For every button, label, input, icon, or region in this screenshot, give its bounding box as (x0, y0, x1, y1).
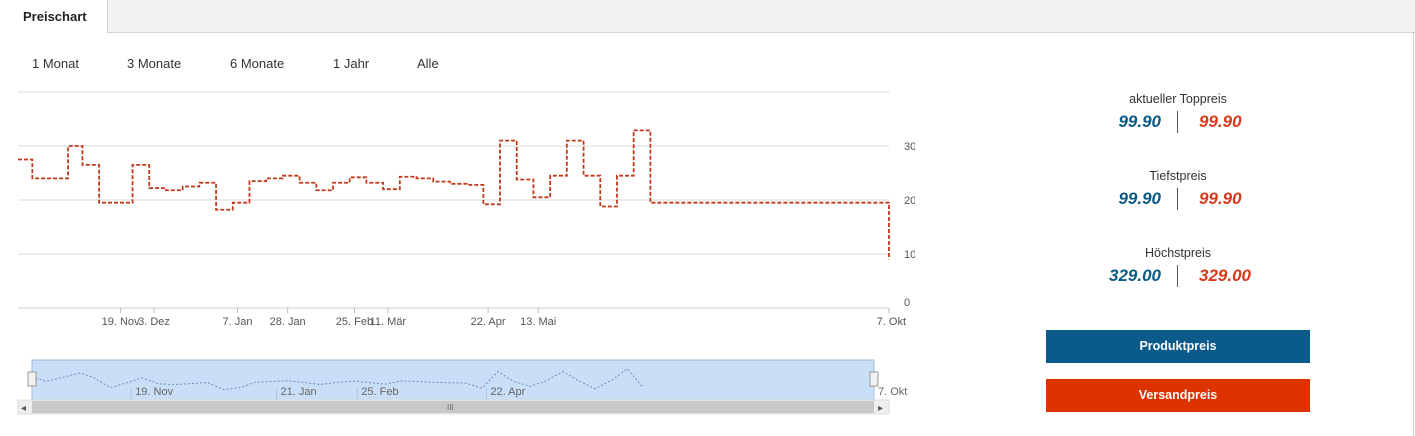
navigator[interactable]: 19. Nov 21. Jan 25. Feb 22. Apr 7. Okt ◂ ▸ I… (17, 359, 907, 415)
y-tick-label: 0 (904, 297, 910, 309)
navigator-handle-left[interactable] (27, 371, 37, 387)
x-tick-label: 7. Jan (223, 316, 253, 328)
range-3-monate-button[interactable]: 3 Monate (127, 56, 182, 71)
series-layer (18, 129, 890, 260)
produktpreis-value: 329.00 (1109, 266, 1161, 285)
tab-bar: Preischart (0, 0, 1415, 33)
range-alle-button[interactable]: Alle (417, 56, 439, 71)
y-tick-label: 300 (904, 141, 915, 153)
x-tick-label: 22. Apr (471, 316, 506, 328)
versandpreis-value: 99.90 (1199, 112, 1242, 131)
x-tick-label: 7. Okt (877, 316, 906, 328)
produktpreis-value: 99.90 (1118, 189, 1161, 208)
x-tick-label: 11. Mär (370, 316, 407, 328)
x-tick-label: 3. Dez (138, 316, 170, 328)
y-axis-labels: 0 100 200 300 (904, 141, 915, 309)
produktpreis-button[interactable]: Produktpreis (1046, 330, 1310, 363)
x-tick-label: 25. Feb (336, 316, 373, 328)
navigator-tick-label: 21. Jan (281, 386, 317, 398)
grid (18, 91, 889, 309)
versandpreis-button[interactable]: Versandpreis (1046, 379, 1310, 412)
versandpreis-value: 329.00 (1199, 266, 1251, 285)
stat-hoechstpreis: Höchstpreis 329.00 329.00 (1047, 246, 1309, 290)
navigator-tick-label: 25. Feb (361, 386, 398, 398)
stat-label: Höchstpreis (1145, 246, 1211, 260)
range-6-monate-button[interactable]: 6 Monate (230, 56, 285, 71)
navigator-axis-labels: 19. Nov 21. Jan 25. Feb 22. Apr 7. Okt (130, 386, 907, 400)
value-separator (1177, 265, 1178, 287)
panel-border (1413, 33, 1414, 436)
scrollbar-thumb[interactable] (32, 401, 874, 413)
range-1-jahr-button[interactable]: 1 Jahr (333, 56, 370, 71)
x-tick-label: 13. Mai (520, 316, 556, 328)
value-separator (1177, 188, 1178, 210)
stat-aktueller-toppreis: aktueller Toppreis 99.90 99.90 (1047, 92, 1309, 136)
stat-tiefstpreis: Tiefstpreis 99.90 99.90 (1047, 169, 1309, 213)
tab-preischart[interactable]: Preischart (0, 0, 108, 33)
value-separator (1177, 111, 1178, 133)
x-tick-label: 19. Nov (102, 316, 140, 328)
series-line (18, 129, 890, 260)
y-tick-label: 200 (904, 195, 915, 207)
versandpreis-value: 99.90 (1199, 189, 1242, 208)
scroll-right-arrow-icon[interactable]: ▸ (878, 403, 883, 414)
scrollbar-grip-icon: III (447, 403, 454, 412)
navigator-handle-right[interactable] (869, 371, 879, 387)
navigator-tick-label: 22. Apr (490, 386, 525, 398)
scroll-left-arrow-icon[interactable]: ◂ (21, 403, 26, 414)
stat-label: Tiefstpreis (1149, 169, 1207, 183)
stat-label: aktueller Toppreis (1129, 92, 1227, 106)
y-tick-label: 100 (904, 249, 915, 261)
range-1-monat-button[interactable]: 1 Monat (32, 56, 79, 71)
navigator-tick-label: 7. Okt (878, 386, 907, 398)
produktpreis-value: 99.90 (1118, 112, 1161, 131)
navigator-tick-label: 19. Nov (135, 386, 173, 398)
x-tick-label: 28. Jan (270, 316, 306, 328)
